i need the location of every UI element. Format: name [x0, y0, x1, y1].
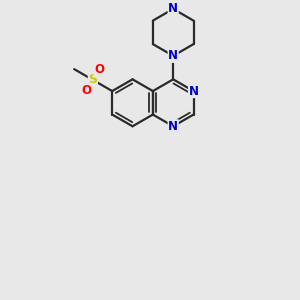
Text: N: N	[168, 2, 178, 15]
Text: O: O	[94, 63, 104, 76]
Text: S: S	[88, 74, 98, 86]
Text: N: N	[168, 49, 178, 62]
Text: N: N	[168, 120, 178, 133]
Text: O: O	[82, 84, 92, 97]
Text: N: N	[188, 85, 199, 98]
